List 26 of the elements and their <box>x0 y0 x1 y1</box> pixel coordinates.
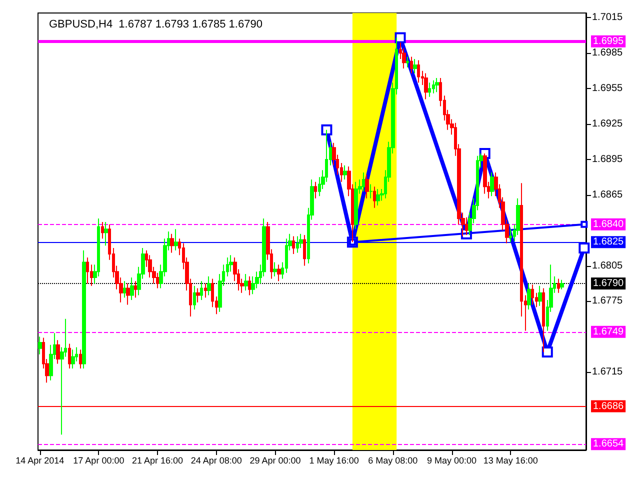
ref-line-label: 1.6840 <box>593 218 624 230</box>
y-tick-label: 1.6715 <box>592 366 624 378</box>
x-tick-label: 21 Apr 16:00 <box>132 456 184 466</box>
y-tick-label: 1.6925 <box>592 118 624 130</box>
ref-line-label: 1.6825 <box>593 236 624 248</box>
x-tick-label: 24 Apr 08:00 <box>190 456 242 466</box>
y-tick-label: 1.6955 <box>592 83 624 94</box>
y-tick-label: 1.6865 <box>592 189 624 200</box>
ref-line-label: 1.6749 <box>593 326 624 338</box>
x-tick-label: 29 Apr 00:00 <box>250 456 301 466</box>
x-tick-label: 9 May 00:00 <box>426 456 477 466</box>
y-tick-label: 1.6805 <box>592 260 624 272</box>
ref-line-label: 1.6790 <box>593 278 624 289</box>
text: GBPUSD,H4 1.6787 1.6793 1.6785 1.6790 <box>49 18 262 30</box>
x-tick-label: 6 May 08:00 <box>368 456 418 466</box>
y-tick-label: 1.6775 <box>592 296 624 307</box>
ref-line-label: 1.6995 <box>593 36 624 47</box>
x-tick-label: 1 May 16:00 <box>309 456 359 466</box>
y-tick-label: 1.6985 <box>592 48 624 59</box>
y-tick-label: 1.7015 <box>592 12 624 24</box>
ref-line-label: 1.6654 <box>593 438 624 450</box>
x-tick-label: 13 May 16:00 <box>483 456 538 466</box>
x-tick-label: 17 Apr 00:00 <box>73 456 124 466</box>
x-tick-label: 14 Apr 2014 <box>16 456 64 466</box>
y-tick-label: 1.6895 <box>592 154 624 165</box>
ref-line-label: 1.6686 <box>593 400 624 412</box>
